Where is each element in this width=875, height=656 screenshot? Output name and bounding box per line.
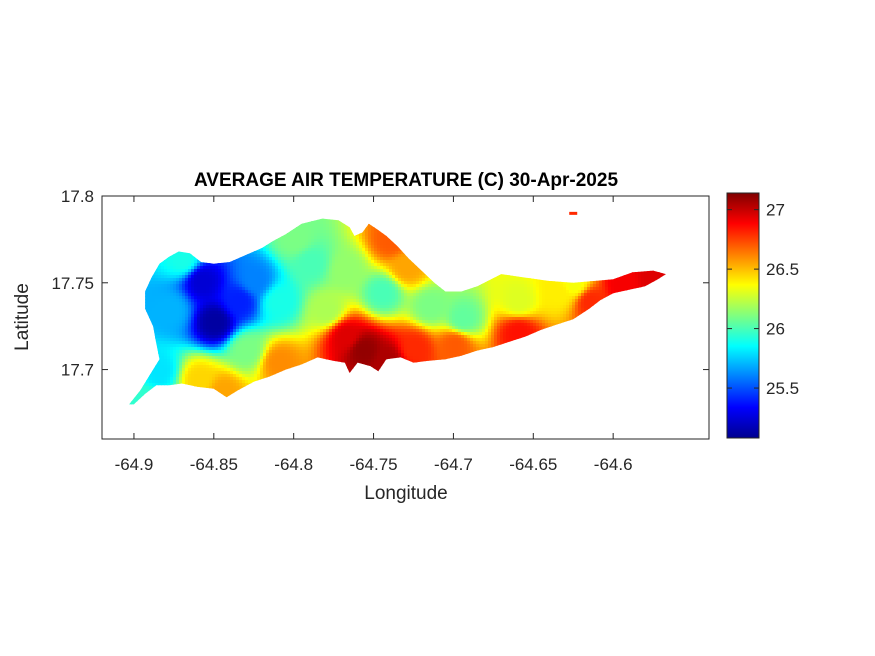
y-tick-label: 17.7 — [61, 361, 94, 380]
colorbar-ticks: 25.5 26 26.5 27 — [727, 201, 799, 398]
x-axis-ticks: -64.9 -64.85 -64.8 -64.75 -64.7 -64.65 -64.6 — [115, 196, 633, 474]
x-tick-label: -64.6 — [594, 455, 633, 474]
colorbar-tick-label: 25.5 — [766, 379, 799, 398]
x-axis-label: Longitude — [364, 483, 447, 504]
colorbar-tick-label: 26.5 — [766, 260, 799, 279]
x-tick-label: -64.7 — [434, 455, 473, 474]
x-tick-label: -64.65 — [509, 455, 557, 474]
y-axis-ticks: 17.7 17.75 17.8 — [51, 187, 709, 380]
colorbar-tick-label: 27 — [766, 201, 785, 220]
y-tick-label: 17.8 — [61, 187, 94, 206]
offshore-cay — [569, 211, 578, 215]
x-tick-label: -64.8 — [274, 455, 313, 474]
map-title: AVERAGE AIR TEMPERATURE (C) 30-Apr-2025 — [194, 170, 618, 191]
temperature-map — [129, 211, 666, 405]
colorbar-tick-label: 26 — [766, 320, 785, 339]
x-tick-label: -64.75 — [349, 455, 397, 474]
y-axis-label: Latitude — [12, 283, 33, 351]
y-tick-label: 17.75 — [51, 274, 94, 293]
colorbar — [726, 192, 760, 439]
temperature-field — [129, 218, 666, 405]
x-tick-label: -64.9 — [115, 455, 154, 474]
plot-frame — [101, 195, 710, 440]
x-tick-label: -64.85 — [190, 455, 238, 474]
